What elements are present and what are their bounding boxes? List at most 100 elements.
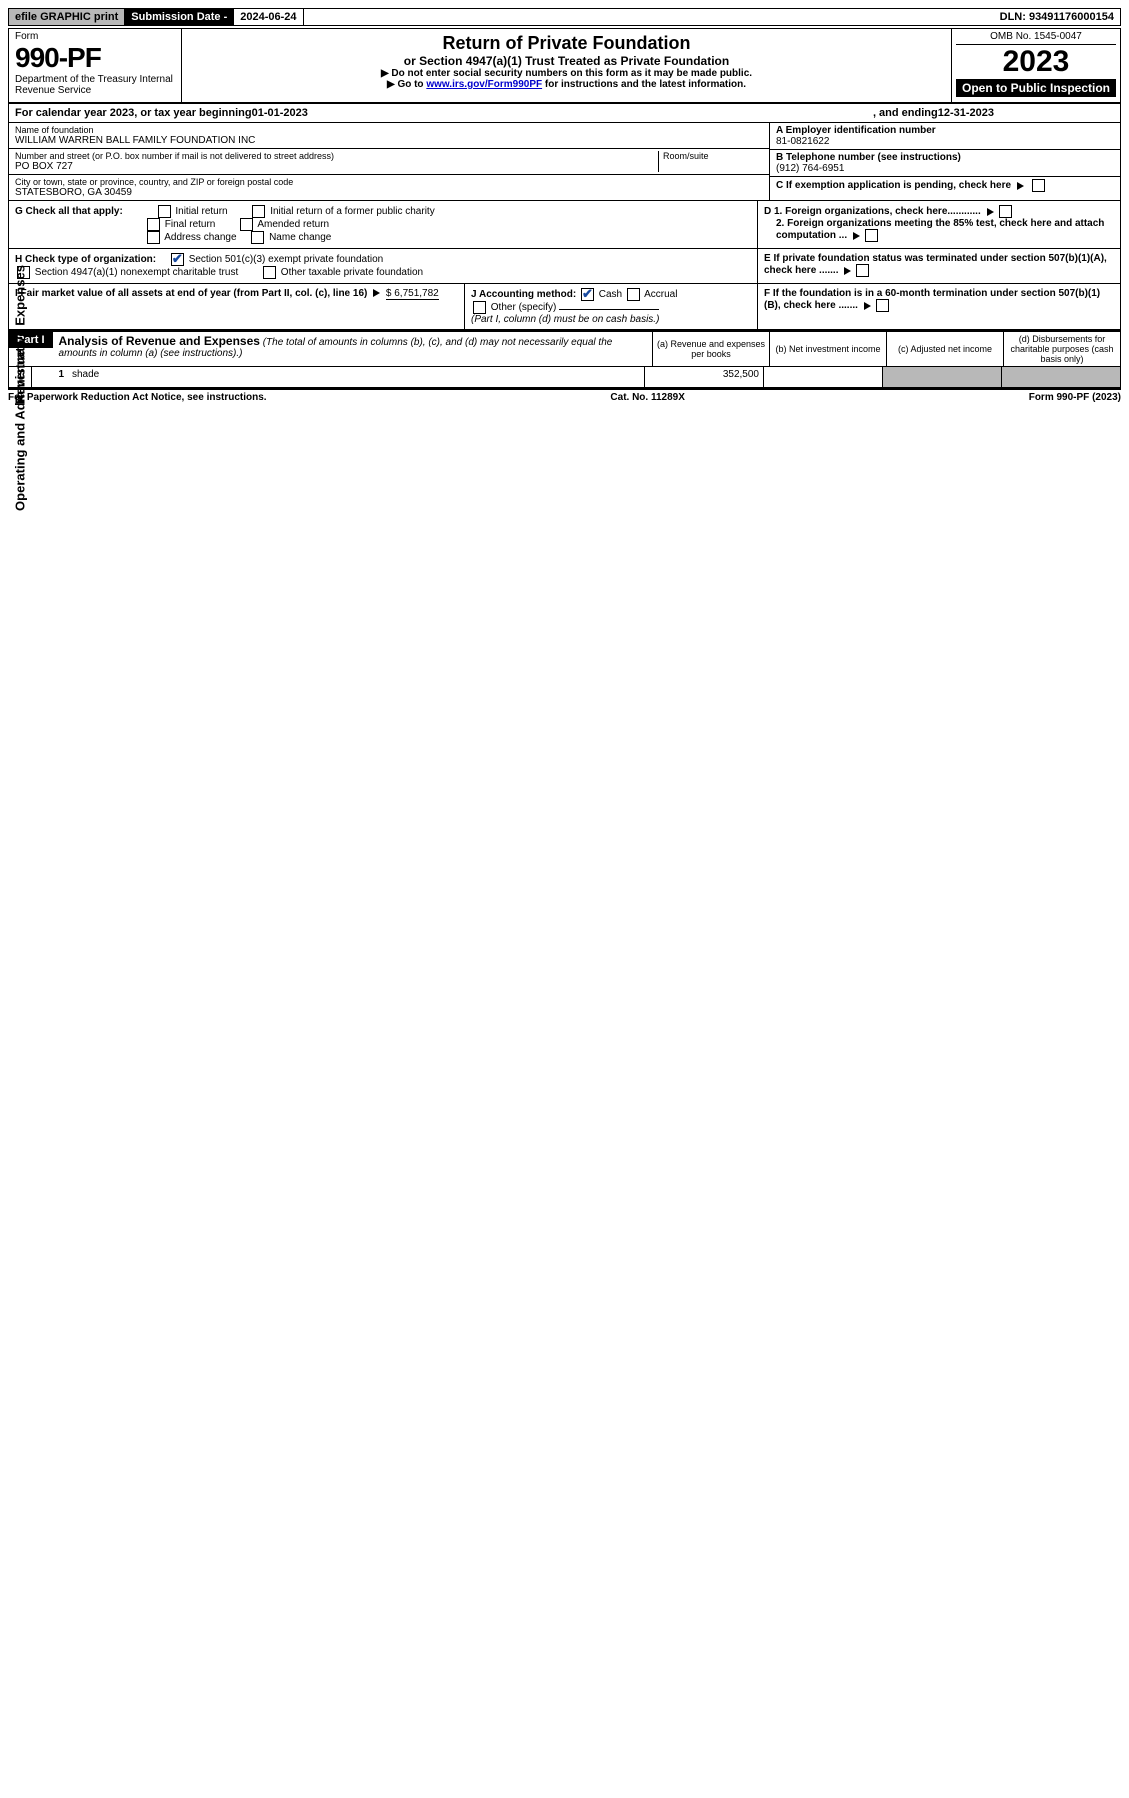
phone-label: B Telephone number (see instructions) [776, 152, 1114, 163]
arrow-icon [373, 289, 380, 297]
col-b-head: (b) Net investment income [769, 332, 886, 366]
g-final-return[interactable] [147, 218, 160, 231]
ein: 81-0821622 [776, 136, 1114, 147]
efile-print-button[interactable]: efile GRAPHIC print [9, 9, 125, 25]
arrow-icon [853, 232, 860, 240]
instruction-1: ▶ Do not enter social security numbers o… [188, 68, 945, 79]
ij-row: I Fair market value of all assets at end… [8, 284, 1121, 330]
e-label: E If private foundation status was termi… [764, 253, 1107, 276]
g-opt-1: Initial return of a former public charit… [270, 206, 435, 217]
footer-right: Form 990-PF (2023) [1029, 392, 1121, 403]
j-other-label: Other (specify) [491, 302, 557, 313]
d2-checkbox[interactable] [865, 229, 878, 242]
calyear-pre: For calendar year 2023, or tax year begi… [15, 107, 252, 119]
city-label: City or town, state or province, country… [15, 177, 763, 187]
h-opt-1: Section 501(c)(3) exempt private foundat… [189, 254, 384, 265]
form-number: 990-PF [15, 42, 175, 74]
form-subtitle: or Section 4947(a)(1) Trust Treated as P… [188, 54, 945, 68]
row-number: 1 [32, 367, 68, 387]
g-opt-3: Amended return [257, 219, 329, 230]
c-label: C If exemption application is pending, c… [776, 180, 1011, 191]
j-other[interactable] [473, 301, 486, 314]
foundation-name: WILLIAM WARREN BALL FAMILY FOUNDATION IN… [15, 135, 763, 146]
calendar-year-row: For calendar year 2023, or tax year begi… [8, 104, 1121, 123]
submission-date: 2024-06-24 [234, 9, 303, 25]
city-state-zip: STATESBORO, GA 30459 [15, 187, 763, 198]
f-checkbox[interactable] [876, 299, 889, 312]
instr2-post: for instructions and the latest informat… [542, 79, 746, 90]
dept-treasury: Department of the Treasury Internal Reve… [15, 74, 175, 96]
arrow-icon [844, 267, 851, 275]
g-initial-return[interactable] [158, 205, 171, 218]
dln: DLN: 93491176000154 [994, 9, 1120, 25]
address: PO BOX 727 [15, 161, 658, 172]
g-initial-former[interactable] [252, 205, 265, 218]
g-d-row: G Check all that apply: Initial return I… [8, 201, 1121, 249]
arrow-icon [987, 208, 994, 216]
f-label: F If the foundation is in a 60-month ter… [764, 288, 1100, 311]
room-label: Room/suite [663, 151, 763, 161]
g-opt-2: Final return [165, 219, 216, 230]
submission-date-label: Submission Date - [125, 9, 234, 25]
e-checkbox[interactable] [856, 264, 869, 277]
j-accrual-label: Accrual [644, 289, 677, 300]
name-label: Name of foundation [15, 125, 763, 135]
j-note: (Part I, column (d) must be on cash basi… [471, 314, 659, 325]
g-amended[interactable] [240, 218, 253, 231]
form-header: Form 990-PF Department of the Treasury I… [8, 28, 1121, 104]
h-501c3[interactable] [171, 253, 184, 266]
ein-label: A Employer identification number [776, 125, 1114, 136]
part1-header: Part I Analysis of Revenue and Expenses … [8, 330, 1121, 367]
cell-c [882, 367, 1001, 387]
j-accrual[interactable] [627, 288, 640, 301]
addr-label: Number and street (or P.O. box number if… [15, 151, 658, 161]
col-d-head: (d) Disbursements for charitable purpose… [1003, 332, 1120, 366]
h-other-taxable[interactable] [263, 266, 276, 279]
i-value: $ 6,751,782 [386, 288, 439, 300]
omb-number: OMB No. 1545-0047 [956, 31, 1116, 45]
g-opt-4: Address change [164, 232, 236, 243]
form-title: Return of Private Foundation [188, 33, 945, 54]
arrow-icon [864, 302, 871, 310]
tax-year: 2023 [956, 45, 1116, 79]
h-opt-2: Section 4947(a)(1) nonexempt charitable … [35, 267, 238, 278]
g-label: G Check all that apply: [15, 206, 123, 217]
footer-left: For Paperwork Reduction Act Notice, see … [8, 392, 267, 403]
d1-checkbox[interactable] [999, 205, 1012, 218]
table-row: 1shade352,500 [32, 367, 1120, 387]
part1-title: Analysis of Revenue and Expenses [59, 334, 260, 348]
phone: (912) 764-6951 [776, 163, 1114, 174]
cell-d [1001, 367, 1120, 387]
g-name-change[interactable] [251, 231, 264, 244]
cell-a: 352,500 [644, 367, 763, 387]
h-opt-3: Other taxable private foundation [281, 267, 423, 278]
col-c-head: (c) Adjusted net income [886, 332, 1003, 366]
g-opt-5: Name change [269, 232, 331, 243]
j-cash[interactable] [581, 288, 594, 301]
g-address-change[interactable] [147, 231, 160, 244]
h-e-row: H Check type of organization: Section 50… [8, 249, 1121, 284]
revenue-table: Revenue 1shade352,500 [8, 367, 1121, 388]
entity-block: Name of foundation WILLIAM WARREN BALL F… [8, 123, 1121, 201]
calyear-begin: 01-01-2023 [252, 107, 308, 119]
calyear-end: 12-31-2023 [938, 107, 994, 119]
d1-label: D 1. Foreign organizations, check here..… [764, 206, 981, 217]
j-label: J Accounting method: [471, 289, 576, 300]
open-to-public: Open to Public Inspection [956, 79, 1116, 97]
col-a-head: (a) Revenue and expenses per books [652, 332, 769, 366]
form-label: Form [15, 31, 175, 42]
row-desc: shade [68, 367, 644, 387]
instr2-pre: ▶ Go to [387, 79, 426, 90]
irs-link[interactable]: www.irs.gov/Form990PF [426, 79, 542, 90]
page-footer: For Paperwork Reduction Act Notice, see … [8, 390, 1121, 405]
c-checkbox[interactable] [1032, 179, 1045, 192]
top-bar: efile GRAPHIC print Submission Date - 20… [8, 8, 1121, 26]
cell-b [763, 367, 882, 387]
j-cash-label: Cash [599, 289, 622, 300]
instruction-2: ▶ Go to www.irs.gov/Form990PF for instru… [188, 79, 945, 90]
calyear-mid: , and ending [873, 107, 938, 119]
footer-mid: Cat. No. 11289X [610, 392, 684, 403]
arrow-icon [1017, 182, 1024, 190]
i-label: I Fair market value of all assets at end… [15, 288, 367, 299]
h-label: H Check type of organization: [15, 254, 156, 265]
